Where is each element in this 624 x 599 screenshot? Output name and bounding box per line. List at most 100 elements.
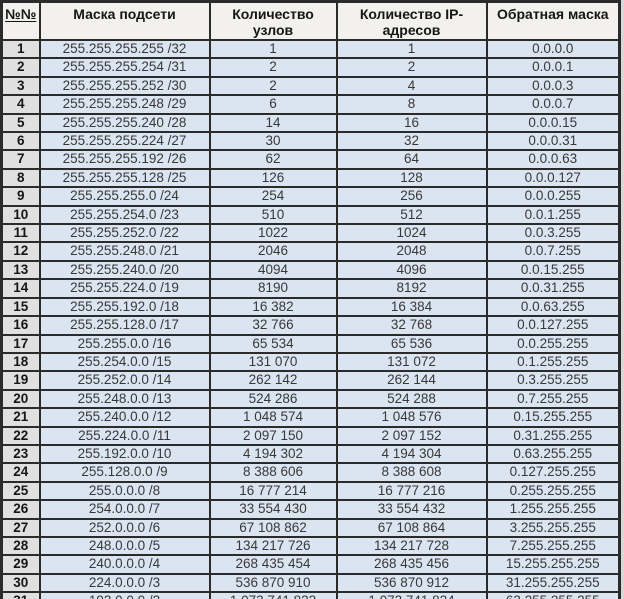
wildcard-mask-cell: 0.0.0.15 [485, 112, 621, 134]
ip-count-cell: 1 [335, 38, 488, 60]
subnet-mask-cell: 255.255.252.0 /22 [38, 223, 211, 244]
ip-count-cell: 268 435 456 [335, 554, 488, 575]
subnet-mask-cell: 255.255.255.254 /31 [38, 57, 211, 78]
host-count-cell: 1 [208, 38, 338, 60]
subnet-mask-cell: 255.255.255.255 /32 [38, 38, 211, 60]
subnet-mask-cell: 255.255.255.252 /30 [38, 75, 211, 97]
wildcard-mask-cell: 0.127.255.255 [485, 462, 621, 483]
row-number-cell: 15 [0, 296, 41, 318]
ip-count-cell: 1 048 576 [335, 407, 488, 428]
row-number-cell: 28 [0, 535, 41, 557]
subnet-mask-cell: 255.248.0.0 /13 [38, 388, 211, 410]
host-count-cell: 134 217 726 [208, 535, 338, 557]
ip-count-cell: 524 288 [335, 388, 488, 410]
col-header-host-count: Количество узлов [208, 0, 338, 41]
wildcard-mask-cell: 0.0.0.7 [485, 94, 621, 115]
wildcard-mask-cell: 15.255.255.255 [485, 554, 621, 575]
col-header-ip-count: Количество IP- адресов [335, 0, 488, 41]
wildcard-mask-cell: 1.255.255.255 [485, 499, 621, 520]
table-row: 9 255.255.255.0 /24 254 256 0.0.0.255 [0, 186, 621, 207]
wildcard-mask-cell: 0.0.15.255 [485, 259, 621, 281]
subnet-mask-cell: 255.128.0.0 /9 [38, 462, 211, 483]
col-header-number: №№ [0, 0, 41, 41]
table-row: 19 255.252.0.0 /14 262 142 262 144 0.3.2… [0, 370, 621, 391]
ip-count-cell: 16 777 216 [335, 480, 488, 502]
host-count-cell: 8 388 606 [208, 462, 338, 483]
host-count-cell: 32 766 [208, 315, 338, 336]
row-number-cell: 6 [0, 131, 41, 152]
host-count-cell: 2 [208, 75, 338, 97]
ip-count-cell: 1024 [335, 223, 488, 244]
subnet-mask-cell: 255.252.0.0 /14 [38, 370, 211, 391]
table-row: 5 255.255.255.240 /28 14 16 0.0.0.15 [0, 112, 621, 134]
host-count-cell: 62 [208, 149, 338, 170]
row-number-cell: 8 [0, 167, 41, 189]
host-count-cell: 131 070 [208, 351, 338, 373]
host-count-cell: 2046 [208, 241, 338, 262]
wildcard-mask-cell: 0.0.0.63 [485, 149, 621, 170]
row-number-cell: 23 [0, 443, 41, 465]
table-row: 12 255.255.248.0 /21 2046 2048 0.0.7.255 [0, 241, 621, 262]
table-row: 20 255.248.0.0 /13 524 286 524 288 0.7.2… [0, 388, 621, 410]
row-number-cell: 19 [0, 370, 41, 391]
ip-count-cell: 2048 [335, 241, 488, 262]
ip-count-cell: 134 217 728 [335, 535, 488, 557]
ip-count-cell: 64 [335, 149, 488, 170]
wildcard-mask-cell: 0.0.0.0 [485, 38, 621, 60]
subnet-mask-cell: 255.255.255.248 /29 [38, 94, 211, 115]
row-number-cell: 25 [0, 480, 41, 502]
subnet-mask-cell: 192.0.0.0 /2 [38, 591, 211, 599]
host-count-cell: 536 870 910 [208, 572, 338, 594]
subnet-mask-cell: 255.0.0.0 /8 [38, 480, 211, 502]
row-number-cell: 7 [0, 149, 41, 170]
ip-count-cell: 8192 [335, 278, 488, 299]
subnet-mask-cell: 254.0.0.0 /7 [38, 499, 211, 520]
ip-count-cell: 4 194 304 [335, 443, 488, 465]
host-count-cell: 524 286 [208, 388, 338, 410]
host-count-cell: 67 108 862 [208, 517, 338, 538]
table-row: 26 254.0.0.0 /7 33 554 430 33 554 432 1.… [0, 499, 621, 520]
subnet-mask-cell: 255.255.192.0 /18 [38, 296, 211, 318]
table-row: 2 255.255.255.254 /31 2 2 0.0.0.1 [0, 57, 621, 78]
table-row: 11 255.255.252.0 /22 1022 1024 0.0.3.255 [0, 223, 621, 244]
subnet-mask-cell: 255.224.0.0 /11 [38, 425, 211, 446]
subnet-mask-cell: 255.255.240.0 /20 [38, 259, 211, 281]
table-row: 28 248.0.0.0 /5 134 217 726 134 217 728 … [0, 535, 621, 557]
table-row: 17 255.255.0.0 /16 65 534 65 536 0.0.255… [0, 333, 621, 354]
host-count-cell: 8190 [208, 278, 338, 299]
table-body: 1 255.255.255.255 /32 1 1 0.0.0.0 2 255.… [0, 38, 621, 599]
table-row: 24 255.128.0.0 /9 8 388 606 8 388 608 0.… [0, 462, 621, 483]
ip-count-cell: 33 554 432 [335, 499, 488, 520]
host-count-cell: 4 194 302 [208, 443, 338, 465]
ip-count-cell: 65 536 [335, 333, 488, 354]
row-number-cell: 5 [0, 112, 41, 134]
host-count-cell: 30 [208, 131, 338, 152]
subnet-mask-cell: 248.0.0.0 /5 [38, 535, 211, 557]
table-row: 29 240.0.0.0 /4 268 435 454 268 435 456 … [0, 554, 621, 575]
host-count-cell: 262 142 [208, 370, 338, 391]
ip-count-cell: 512 [335, 204, 488, 226]
table-row: 21 255.240.0.0 /12 1 048 574 1 048 576 0… [0, 407, 621, 428]
wildcard-mask-cell: 3.255.255.255 [485, 517, 621, 538]
table-row: 8 255.255.255.128 /25 126 128 0.0.0.127 [0, 167, 621, 189]
row-number-cell: 3 [0, 75, 41, 97]
header-row: №№ Маска подсети Количество узлов Количе… [0, 0, 621, 41]
ip-count-cell: 16 384 [335, 296, 488, 318]
row-number-cell: 14 [0, 278, 41, 299]
subnet-mask-cell: 240.0.0.0 /4 [38, 554, 211, 575]
subnet-mask-cell: 255.255.255.192 /26 [38, 149, 211, 170]
wildcard-mask-cell: 0.0.0.127 [485, 167, 621, 189]
wildcard-mask-cell: 0.0.0.3 [485, 75, 621, 97]
ip-count-cell: 2 [335, 57, 488, 78]
row-number-cell: 18 [0, 351, 41, 373]
host-count-cell: 16 777 214 [208, 480, 338, 502]
ip-count-cell: 2 097 152 [335, 425, 488, 446]
row-number-cell: 12 [0, 241, 41, 262]
table-row: 31 192.0.0.0 /2 1 073 741 822 1 073 741 … [0, 591, 621, 599]
row-number-cell: 10 [0, 204, 41, 226]
row-number-cell: 21 [0, 407, 41, 428]
row-number-cell: 2 [0, 57, 41, 78]
wildcard-mask-cell: 0.63.255.255 [485, 443, 621, 465]
